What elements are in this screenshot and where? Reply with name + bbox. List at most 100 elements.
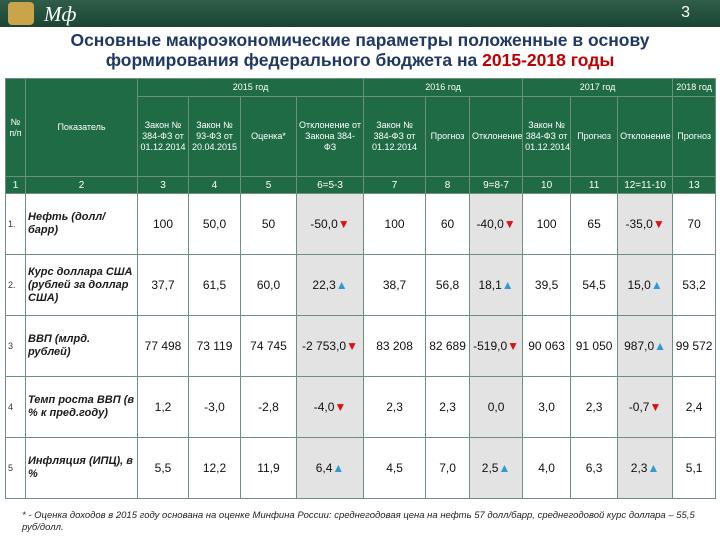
value: 39,5 (534, 278, 559, 292)
value-cell: -0,7▼ (617, 376, 674, 438)
header-cell: № п/п (5, 78, 26, 177)
subheader: Закон № 93-ФЗ от 20.04.2015 (188, 96, 241, 177)
arrow: ▲ (650, 278, 663, 292)
data-row: 3 ВВП (млрд. рублей) 77 498 73 119 74 745 -2 … (5, 315, 717, 377)
column-number: 5 (240, 176, 297, 194)
value-cell: 60,0 (240, 254, 297, 316)
data-row: 1. Нефть (долл/барр) 100 50,0 50 -50,0▼ 100 60-… (5, 193, 717, 255)
value: 2,4 (685, 400, 703, 414)
column-number: 4 (188, 176, 241, 194)
arrow: ▲ (332, 461, 345, 475)
arrow: ▲ (647, 461, 660, 475)
column-number: 1 (5, 176, 26, 194)
value: 60,0 (256, 278, 281, 292)
value: 73 119 (196, 339, 233, 353)
arrow: ▲ (654, 339, 667, 353)
column-number: 8 (425, 176, 471, 194)
value: 0,0 (487, 400, 505, 414)
value-cell: 73 119 (188, 315, 241, 377)
value-cell: 37,7 (137, 254, 189, 316)
value-cell: 3,0 (522, 376, 572, 438)
value-cell: 82 689 (425, 315, 471, 377)
value: 5,1 (685, 461, 703, 475)
row-number: 4 (5, 376, 26, 438)
header-cell: Показатель (25, 78, 138, 177)
value: -4,0 (313, 400, 335, 414)
group-header: 2017 год (522, 78, 674, 97)
value: 22,3 (312, 278, 336, 292)
subheader: Прогноз (672, 96, 717, 177)
row-label: ВВП (млрд. рублей) (25, 315, 138, 377)
value: 2,3 (439, 400, 456, 414)
value: 2,3 (386, 400, 403, 414)
value-cell: 50,0 (188, 193, 241, 255)
value-cell: 5,5 (137, 437, 189, 499)
value: 83 208 (376, 339, 413, 353)
value-cell: 2,3 (570, 376, 619, 438)
value: 2,5 (481, 461, 499, 475)
row-label: Нефть (долл/барр) (25, 193, 138, 255)
value-cell: 2,3 (363, 376, 427, 438)
value-cell: 11,9 (240, 437, 297, 499)
value-cell: 0,0 (469, 376, 524, 438)
value: 6,3 (585, 461, 603, 475)
subheader: Закон № 384-ФЗ от 01.12.2014 (522, 96, 572, 177)
value-cell: 100 (137, 193, 189, 255)
footnote: * - Оценка доходов в 2015 году основана … (22, 510, 695, 533)
value: 60 (440, 217, 455, 231)
value-cell: -35,0▼ (617, 193, 674, 255)
subheader: Оценка* (240, 96, 297, 177)
subheader: Отклонение от Закона 384-ФЗ (295, 96, 365, 177)
value-cell: 99 572 (672, 315, 717, 377)
value: 74 745 (250, 339, 287, 353)
value-cell: 4,5 (363, 437, 427, 499)
value-cell: -4,0▼ (295, 376, 365, 438)
header-row: Закон № 384-ФЗ от 01.12.2014 Закон № 93-Ф… (6, 96, 717, 177)
value: 56,8 (435, 278, 460, 292)
value: 4,5 (386, 461, 403, 475)
header-row: 1 2 3 4 5 6=5-3 7 8 9=8-7 10 11 12=11-10 13 (5, 176, 717, 194)
value: 4,0 (538, 461, 555, 475)
value-cell: -519,0▼ (469, 315, 524, 377)
title-text: Основные макроэкономические параметры по… (70, 30, 650, 70)
value: -2,8 (258, 400, 279, 414)
value-cell: 60 (425, 193, 471, 255)
value: 82 689 (429, 339, 466, 353)
value-cell: 61,5 (188, 254, 241, 316)
value: 99 572 (675, 339, 713, 353)
header-row: № п/п Показатель 2015 год 2016 год 2017 год 2… (5, 78, 717, 177)
row-label: Инфляция (ИПЦ), в % (25, 437, 138, 499)
column-number: 7 (363, 176, 427, 194)
arrow: ▼ (337, 217, 350, 231)
value-cell: 22,3▲ (295, 254, 365, 316)
arrow: ▼ (503, 217, 516, 231)
value-cell: -50,0▼ (295, 193, 365, 255)
value-cell: 6,4▲ (295, 437, 365, 499)
column-number: 12=11-10 (617, 176, 674, 194)
row-label: Темп роста ВВП (в % к пред.году) (25, 376, 138, 438)
value: -0,7 (628, 400, 650, 414)
value-cell: 100 (363, 193, 427, 255)
value: 100 (536, 217, 557, 231)
value: -35,0 (625, 217, 653, 231)
value: 54,5 (582, 278, 606, 292)
value: 100 (384, 217, 405, 231)
table-body: 1. Нефть (долл/барр) 100 50,0 50 -50,0▼ 100 60-… (5, 193, 717, 499)
value-cell: 74 745 (240, 315, 297, 377)
value-cell: -2,8 (240, 376, 297, 438)
value: 53,2 (682, 278, 706, 292)
value-cell: 2,5▲ (469, 437, 524, 499)
value-cell: 70 (672, 193, 717, 255)
value-cell: 5,1 (672, 437, 717, 499)
value-cell: 90 063 (522, 315, 572, 377)
top-bar: Мф 3 (0, 0, 720, 27)
value: 2,3 (585, 400, 603, 414)
arrow: ▲ (501, 278, 514, 292)
value-cell: -2 753,0▼ (295, 315, 365, 377)
subheader: Прогноз (425, 96, 471, 177)
column-number: 3 (137, 176, 189, 194)
value-cell: 39,5 (522, 254, 572, 316)
arrow: ▼ (649, 400, 662, 414)
row-number: 1. (5, 193, 26, 255)
